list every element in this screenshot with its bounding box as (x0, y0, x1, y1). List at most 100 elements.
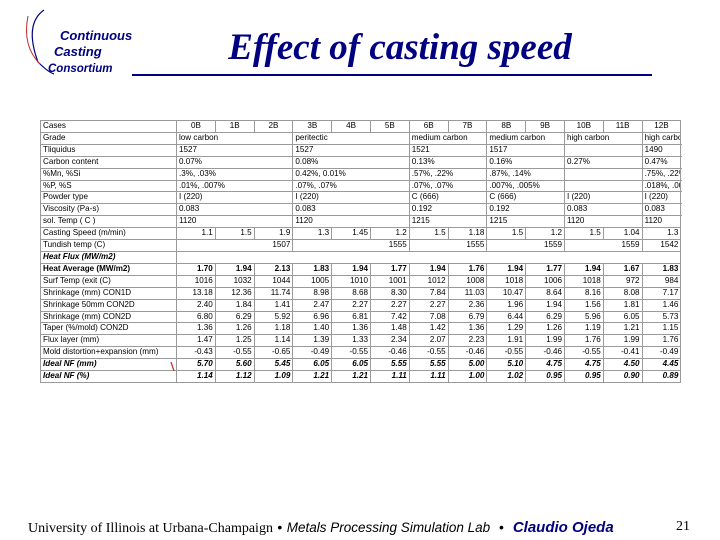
table-cell: 4.50 (602, 358, 643, 372)
table-row: Casting Speed (m/min) 1.1 1.5 1.9 1.3 1.45 1.2… (40, 227, 682, 241)
row-label: sol. Temp ( C ) (40, 215, 177, 229)
table-cell: 1.76 (447, 262, 488, 276)
table-row: %P, %S .01%, .007% .07%, .07% .07%, .07% .00… (40, 179, 682, 193)
header-label-cell: Cases (40, 120, 177, 133)
table-cell: 1.29 (486, 322, 527, 336)
header-case-cell: 9B (525, 120, 565, 133)
title-underline (132, 74, 652, 76)
table-cell: 1.94 (408, 262, 449, 276)
table-cell: 1.2 (369, 227, 410, 241)
table-cell: 1.76 (641, 334, 682, 348)
table-cell: .007%, .005% (486, 179, 565, 193)
table-cell (563, 167, 643, 181)
row-label: Casting Speed (m/min) (40, 227, 177, 241)
table-cell: -0.46 (369, 346, 410, 360)
table-cell: 1.84 (214, 298, 255, 312)
table-cell: 11.74 (253, 286, 294, 300)
table-cell: 1.47 (176, 334, 216, 348)
table-cell: 1.26 (525, 322, 565, 336)
table-cell: 2.36 (447, 298, 488, 312)
table-row: Shrinkage (mm) CON1D 13.18 12.36 11.74 8.98 8… (40, 286, 682, 300)
table-cell: 1.70 (176, 262, 216, 276)
table-cell: 1044 (253, 274, 294, 288)
table-cell: 5.55 (408, 358, 449, 372)
table-cell: 0.16% (486, 155, 565, 169)
header-case-cell: 10B (563, 120, 604, 133)
table-row: Shrinkage (mm) CON2D 6.80 6.29 5.92 6.96 6.81… (40, 310, 682, 324)
table-cell: I (220) (292, 191, 410, 205)
table-cell: -0.41 (602, 346, 643, 360)
row-label: Ideal NF (%) (40, 370, 177, 383)
table-cell: 5.73 (641, 310, 682, 324)
table-cell: 0.192 (486, 203, 565, 217)
table-cell: 12.36 (214, 286, 255, 300)
row-label: Flux layer (mm) (40, 334, 177, 348)
table-cell: 2.47 (292, 298, 333, 312)
table-cell: 7.42 (369, 310, 410, 324)
table-cell: 0.95 (525, 370, 565, 383)
table-cell: 1.76 (563, 334, 604, 348)
table-cell: .75%, .22% (641, 167, 682, 181)
logo-line-3: Consortium (48, 63, 113, 75)
table-cell: 4.75 (563, 358, 604, 372)
table-cell: 1559 (486, 239, 565, 252)
footer-university: University of Illinois at Urbana-Champai… (28, 521, 273, 536)
table-cell: 2.27 (408, 298, 449, 312)
table-cell: 8.68 (331, 286, 371, 300)
header-case-cell: 7B (447, 120, 488, 133)
table-cell: 7.84 (408, 286, 449, 300)
table-cell: 1.21 (331, 370, 371, 383)
table-cell: 4.45 (641, 358, 682, 372)
table-cell: 1521 (408, 143, 488, 157)
row-label: Shrinkage 50mm CON2D (40, 298, 177, 312)
table-row: Surf Temp (exit (C) 1016 1032 1044 1005 1010 1… (40, 274, 682, 288)
table-cell: 1.02 (486, 370, 527, 383)
table-row: Heat Flux (MW/m2) (40, 250, 682, 264)
row-label: Viscosity (Pa-s) (40, 203, 177, 217)
table-cell: 1120 (175, 215, 294, 229)
row-label: Tliquidus (40, 143, 177, 157)
table-cell: 1.11 (369, 370, 410, 383)
row-label: Mold distortion+expansion (mm) (40, 346, 177, 360)
table-cell: 8.30 (369, 286, 410, 300)
table-row: Flux layer (mm) 1.47 1.25 1.14 1.39 1.33 2.34 2… (40, 334, 682, 348)
table-cell: 13.18 (176, 286, 216, 300)
table-cell: -0.49 (292, 346, 333, 360)
row-label: Carbon content (40, 155, 177, 169)
table-cell: -0.46 (525, 346, 565, 360)
table-cell: 1215 (486, 215, 565, 229)
table-cell: 1.96 (486, 298, 527, 312)
table-cell: 1.00 (447, 370, 488, 383)
table-cell: 1.39 (292, 334, 333, 348)
casting-speed-table: Cases 0B 1B 2B 3B 4B 5B 6B 7B 8B 9B 10B 11B 12B Grade l… (40, 120, 682, 418)
table-row: Shrinkage 50mm CON2D 2.40 1.84 1.41 2.47 2.27… (40, 298, 682, 312)
table-cell: C (666) (486, 191, 565, 205)
table-cell: 1005 (292, 274, 333, 288)
table-cell: -0.55 (214, 346, 255, 360)
row-label: Ideal NF (mm) (40, 358, 177, 372)
row-label: Taper (%/mold) CON2D (40, 322, 177, 336)
table-cell: 0.13% (408, 155, 488, 169)
table-cell: 0.083 (175, 203, 294, 217)
table-row: Tundish temp (C) 1507 1555 1555 1559 1559 1542 (40, 239, 682, 252)
table-cell: 0.083 (641, 203, 682, 217)
table-cell: 1.99 (602, 334, 643, 348)
table-cell: 1.99 (525, 334, 565, 348)
table-cell: 1490 (641, 143, 682, 157)
table-cell: 1.11 (408, 370, 449, 383)
table-cell: 7.08 (408, 310, 449, 324)
table-cell: 1.36 (331, 322, 371, 336)
table-cell: 0.08% (292, 155, 410, 169)
consortium-logo: Continuous Casting Consortium (18, 6, 140, 80)
table-cell: 1.5 (408, 227, 449, 241)
table-cell: high carbon (641, 131, 682, 145)
table-cell: 1.36 (447, 322, 488, 336)
table-cell: 1.45 (331, 227, 371, 241)
table-cell: 1.9 (253, 227, 294, 241)
table-cell: 984 (641, 274, 682, 288)
table-cell: 1.33 (331, 334, 371, 348)
table-cell: 1555 (408, 239, 488, 252)
table-row: Ideal NF (mm) 5.70 5.60 5.45 6.05 6.05 5.55 5.5… (40, 358, 682, 372)
table-cell: 1.3 (292, 227, 333, 241)
table-cell: 6.79 (447, 310, 488, 324)
